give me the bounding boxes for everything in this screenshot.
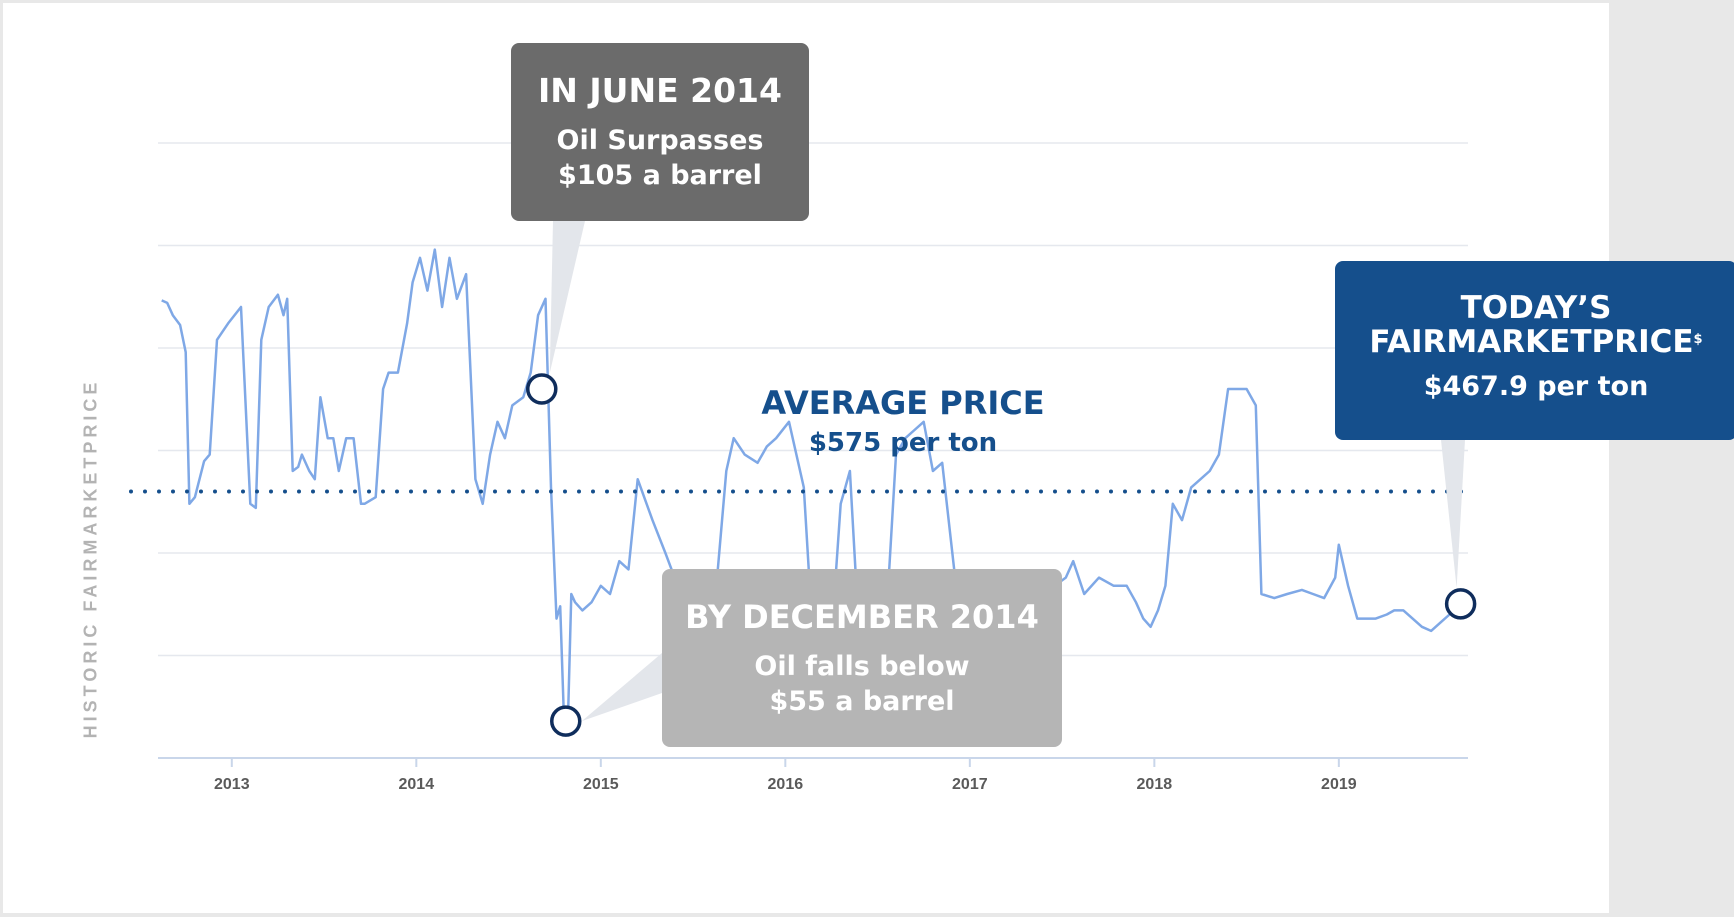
annotation-marker (550, 705, 582, 737)
today-pointer (1441, 440, 1465, 588)
chart-panel: 2013 2014 2015 2016 2017 2018 2019 HISTORIC FA… (3, 3, 1734, 913)
y-axis-label: HISTORIC FAIRMARKETPRICE (80, 378, 101, 739)
annotation-marker (526, 373, 558, 405)
average-price-value: $575 per ton (808, 428, 998, 458)
average-price-title: AVERAGE PRICE (761, 384, 1045, 422)
callout-title: IN JUNE 2014 (538, 71, 782, 110)
x-tick-label: 2019 (1321, 776, 1357, 793)
x-tick-label: 2017 (952, 776, 988, 793)
december-2014-callout: BY DECEMBER 2014 Oil falls below $55 a b… (662, 569, 1062, 747)
x-tick-label: 2015 (583, 776, 619, 793)
callout-pointers (549, 221, 1465, 722)
x-tick-label: 2018 (1137, 776, 1173, 793)
callout-title-text: TODAY’S FAIRMARKETPRICE (1369, 290, 1694, 360)
price-series (161, 248, 1460, 735)
average-price-label: AVERAGE PRICE $575 per ton (703, 383, 1103, 463)
callout-title: BY DECEMBER 2014 (685, 598, 1039, 636)
callout-line: $467.9 per ton (1423, 371, 1649, 402)
todays-price-callout: TODAY’S FAIRMARKETPRICE$ $467.9 per ton (1335, 261, 1734, 440)
x-tick-label: 2016 (768, 776, 804, 793)
callout-line: Oil Surpasses (556, 125, 764, 156)
gridlines (158, 142, 1468, 657)
annotation-marker (1444, 588, 1477, 620)
price-line (161, 248, 1460, 735)
callout-line: $55 a barrel (769, 686, 955, 717)
june-pointer (549, 221, 585, 373)
callout-line: Oil falls below (754, 651, 970, 682)
service-mark: $ (1693, 332, 1703, 347)
december-pointer (581, 653, 662, 722)
x-axis: 2013 2014 2015 2016 2017 2018 2019 (158, 757, 1468, 793)
callout-line: $105 a barrel (558, 160, 762, 191)
callout-title: TODAY’S FAIRMARKETPRICE$ (1335, 291, 1734, 359)
annotation-markers (526, 373, 1477, 737)
price-chart: 2013 2014 2015 2016 2017 2018 2019 (129, 142, 1477, 793)
x-tick-label: 2014 (399, 776, 435, 793)
x-tick-label: 2013 (214, 776, 250, 793)
june-2014-callout: IN JUNE 2014 Oil Surpasses $105 a barrel (511, 43, 809, 221)
